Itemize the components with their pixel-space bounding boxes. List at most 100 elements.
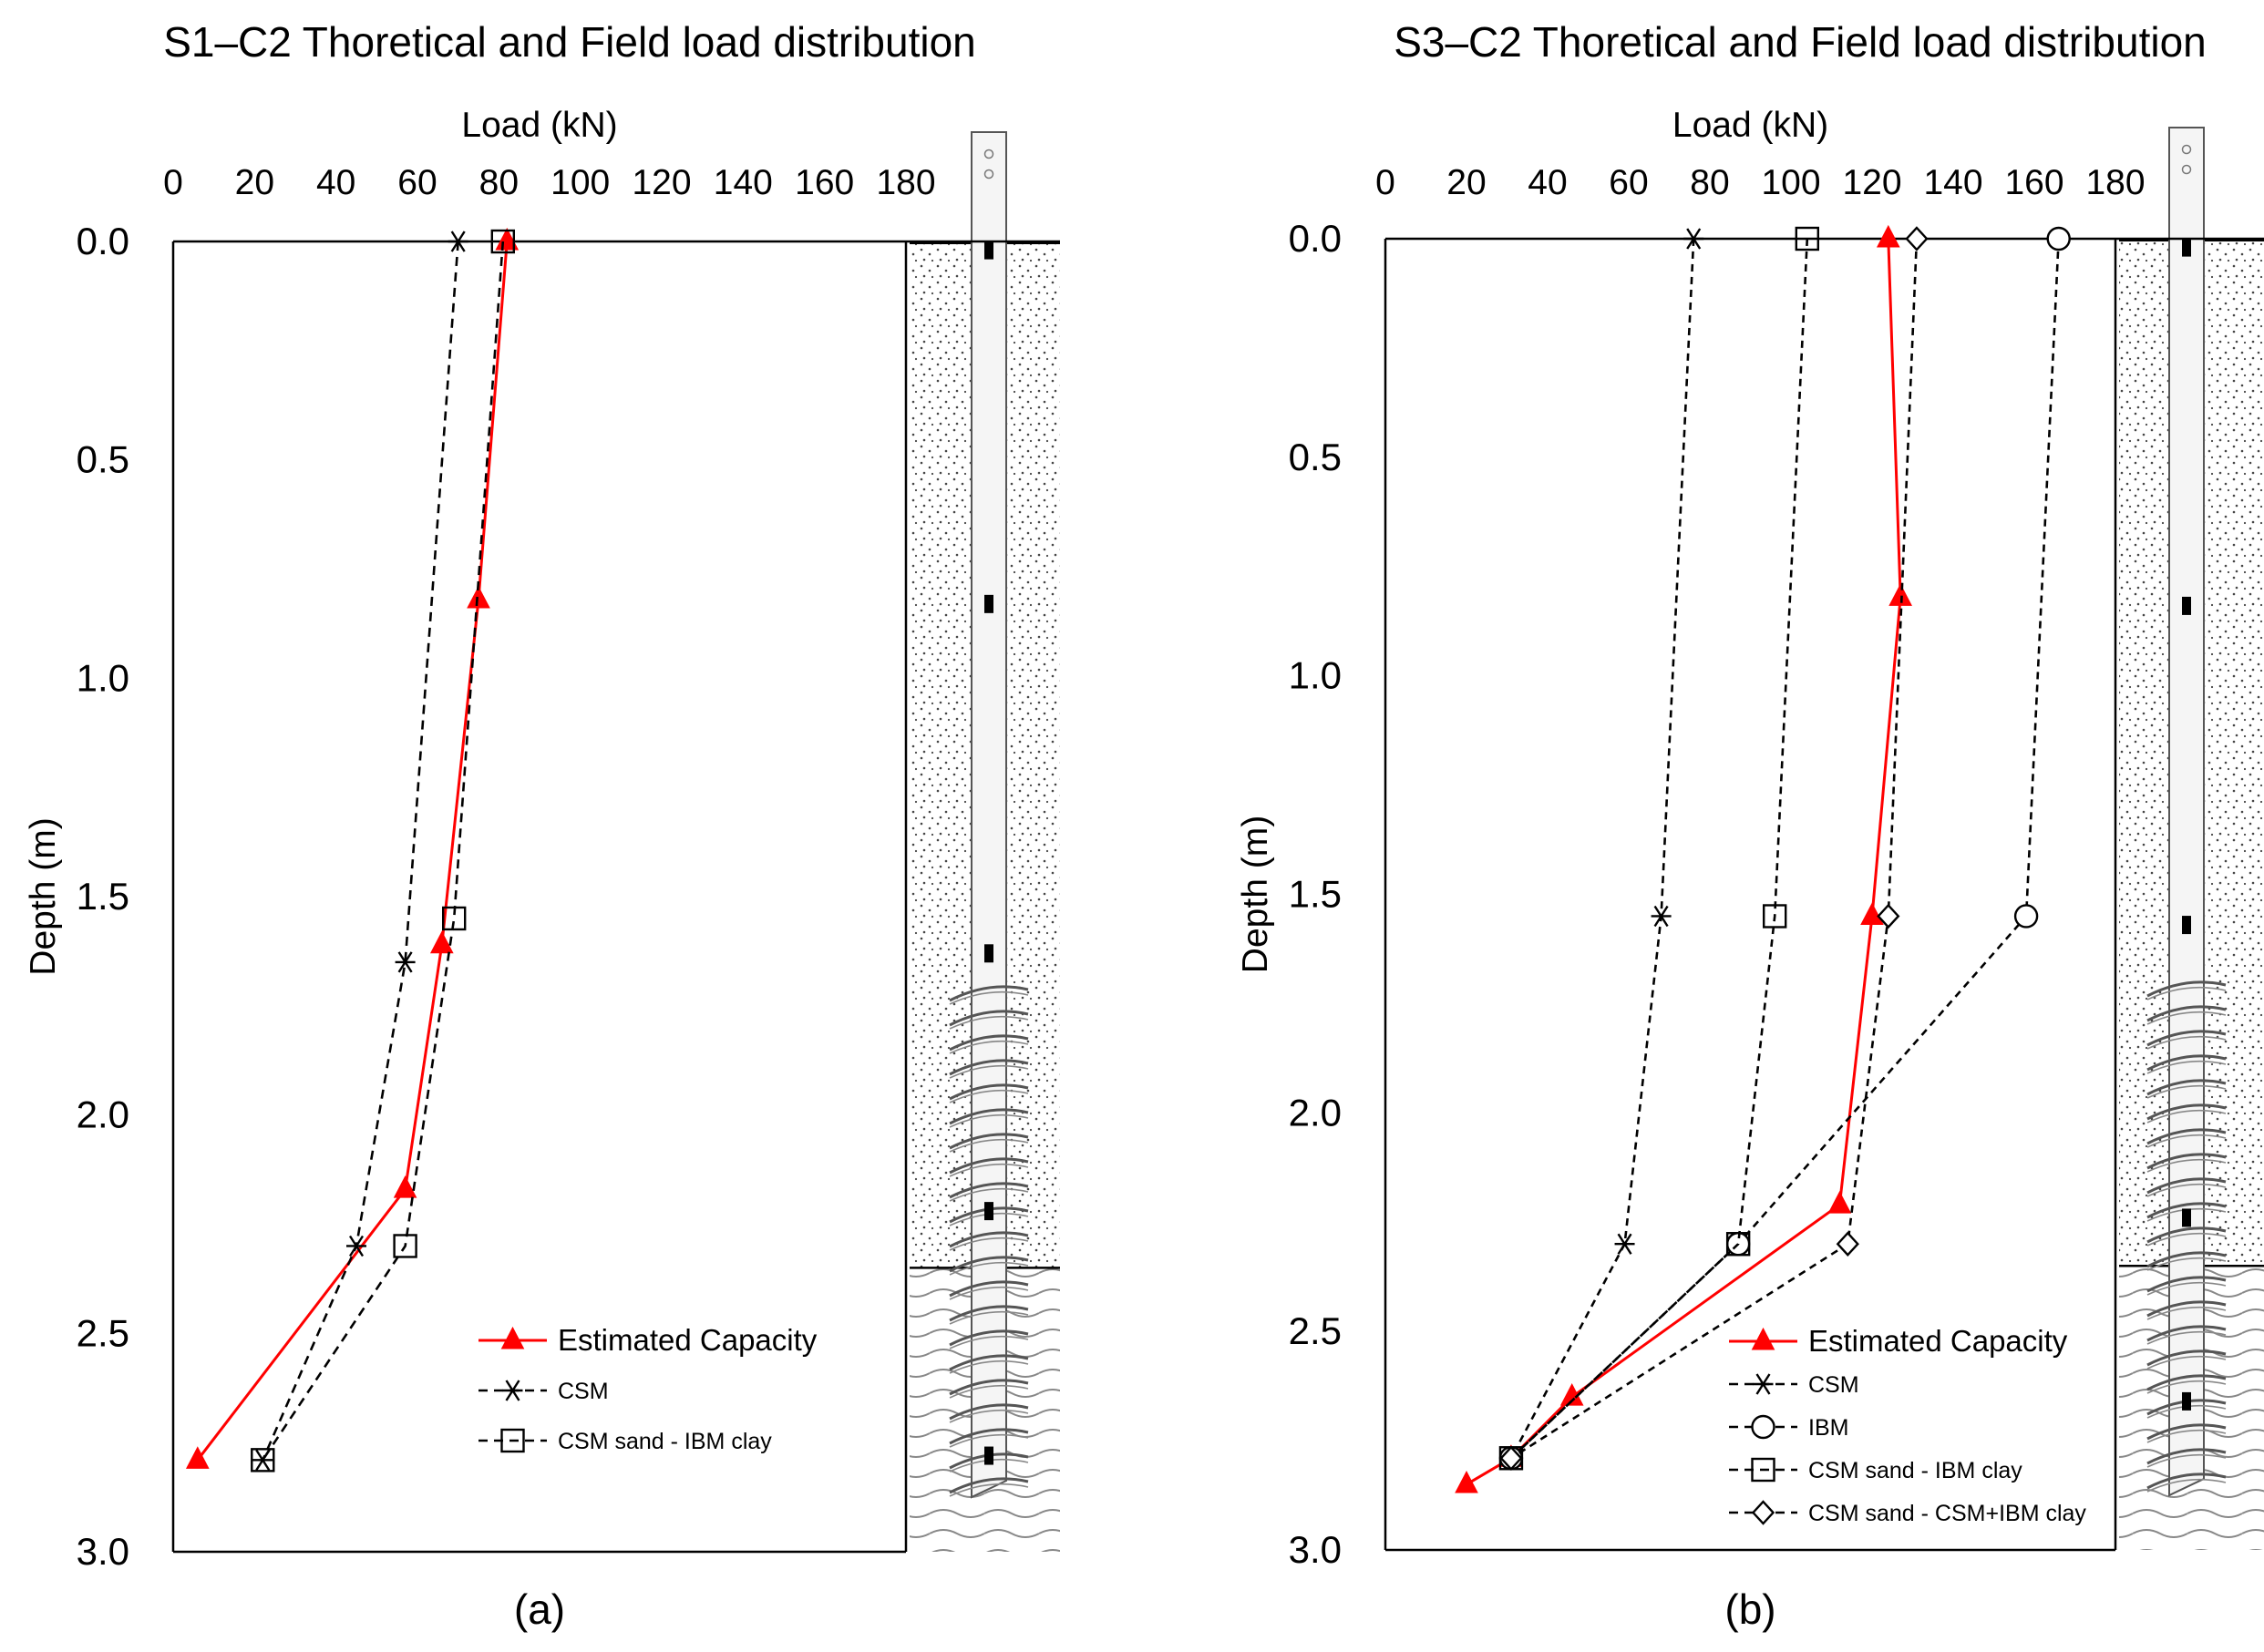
helix-plate (2146, 1325, 2227, 1342)
series-estimated-capacity-point (393, 1175, 417, 1198)
series-csm (252, 231, 468, 1471)
helix-plate (2146, 1054, 2227, 1072)
helix-plate (2146, 1226, 2227, 1244)
legend-label: Estimated Capacity (1808, 1324, 2068, 1358)
x-tick-label: 80 (1690, 163, 1729, 202)
series-csm-point-stroke (1686, 228, 1702, 250)
series-csm-sand-ibm-clay-point-shape (490, 229, 515, 254)
helix-plate-edge (2146, 1134, 2227, 1148)
y-tick-label: 2.0 (77, 1093, 129, 1136)
x-tick-label: 140 (1923, 163, 1982, 202)
pile-shaft (2168, 127, 2205, 1497)
legend-swatch-marker (500, 1428, 525, 1453)
helix-plate-edge (949, 990, 1029, 1005)
series-csm-sand-csm-ibm-clay-line (1510, 238, 1919, 1460)
series-csm-sand-csm-ibm-clay-point-shape (1877, 903, 1900, 929)
series-ibm-point (2013, 904, 2039, 929)
series-csm-sand-csm-ibm-clay-point (1877, 903, 1900, 929)
helix-plate (949, 1329, 1029, 1347)
helix-plate-edge (949, 1113, 1029, 1128)
helix-plate-edge (949, 1433, 1029, 1448)
helix-plate (2146, 1448, 2227, 1465)
y-tick-label: 0.0 (77, 220, 129, 262)
strain-gauge-icon (984, 594, 993, 613)
helix-plate (949, 1477, 1029, 1494)
helix-plate-edge (2146, 1035, 2227, 1050)
helix-plate-edge (2146, 1281, 2227, 1296)
series-csm-sand-ibm-clay-point (251, 1448, 275, 1472)
series-estimated-capacity-point-shape (1827, 1190, 1852, 1214)
series-csm-point (1614, 1233, 1635, 1255)
helix-plate (2146, 1251, 2227, 1268)
helix-plate (949, 1354, 1029, 1371)
helix-plate-edge (949, 1335, 1029, 1349)
series-estimated-capacity-point-shape (1455, 1470, 1478, 1493)
strain-gauge-icon (984, 1202, 993, 1221)
helix-plate (2146, 1030, 2227, 1047)
y-tick-label: 3.0 (77, 1530, 129, 1573)
series-csm-sand-csm-ibm-clay-point-shape (1499, 1445, 1523, 1472)
legend-item: CSM sand - IBM clay (479, 1428, 772, 1454)
x-tick-label: 0 (163, 163, 183, 202)
panel-caption: (a) (514, 1585, 565, 1633)
chart-title: S3–C2 Thoretical and Field load distribu… (1394, 18, 2207, 66)
y-tick-label: 1.0 (1289, 654, 1342, 697)
series-estimated-capacity-point (1876, 224, 1900, 248)
series-ibm-line (1510, 238, 2060, 1460)
series-csm-sand-ibm-clay-point (1725, 1232, 1751, 1257)
legend-swatch-marker-shape (1751, 1457, 1775, 1483)
helix-plate-edge (949, 1236, 1029, 1251)
y-tick-label: 0.5 (77, 438, 129, 481)
y-tick-label: 0.5 (1289, 436, 1342, 478)
helix-plate-edge (2146, 1011, 2227, 1025)
series-estimated-capacity-point-shape (185, 1446, 210, 1469)
series-csm-point (1683, 228, 1704, 250)
series-csm-sand-ibm-clay (251, 229, 515, 1472)
series-estimated-capacity-point-shape (1876, 224, 1900, 248)
helix-plate (949, 985, 1029, 1002)
helix-plate-edge (949, 1163, 1029, 1177)
series-ibm-point (2046, 226, 2071, 251)
legend-swatch-marker (1751, 1500, 1775, 1525)
series-estimated-capacity-point-shape (1860, 902, 1884, 925)
strain-gauge-icon (2182, 238, 2191, 257)
helix-plate (2146, 1349, 2227, 1367)
series-csm-sand-csm-ibm-clay-point (1499, 1445, 1523, 1472)
legend-label: IBM (1808, 1415, 1848, 1441)
x-tick-label: 60 (1609, 163, 1648, 202)
bolt-hole-icon (983, 149, 994, 159)
x-axis-label: Load (kN) (461, 106, 617, 145)
legend-swatch-marker-stroke (1755, 1373, 1771, 1395)
helix-plate-edge (949, 1384, 1029, 1399)
series-csm-point (448, 231, 468, 252)
helix-plate-edge (949, 1187, 1029, 1202)
helix-plate-edge (2146, 1429, 2227, 1443)
helix-plate-edge (2146, 1330, 2227, 1345)
helix-plate (949, 1157, 1029, 1175)
series-csm-sand-csm-ibm-clay-point-shape (1836, 1231, 1859, 1257)
x-tick-label: 180 (876, 163, 935, 202)
helix-plate-edge (2146, 1306, 2227, 1320)
y-tick-label: 0.0 (1289, 217, 1342, 260)
y-tick-label: 2.0 (1289, 1091, 1342, 1134)
series-csm-sand-csm-ibm-clay-point (1905, 226, 1929, 251)
helix-plate (949, 1379, 1029, 1396)
pile-diagram (910, 131, 1060, 1552)
series-csm-sand-ibm-clay-point-shape (251, 1448, 275, 1472)
strain-gauge-icon (2182, 1391, 2191, 1411)
series-csm-sand-ibm-clay-point (442, 906, 467, 931)
helix-plate-edge (2146, 1257, 2227, 1271)
helix-plate (949, 1280, 1029, 1298)
legend-item: CSM sand - IBM clay (1729, 1457, 2022, 1483)
legend-swatch-marker-shape (1751, 1327, 1775, 1350)
bolt-hole-icon (2181, 164, 2192, 175)
helix-plate-edge (2146, 1109, 2227, 1124)
helix-plate-edge (949, 1360, 1029, 1374)
series-estimated-capacity-point (1888, 583, 1912, 606)
helix-plate (949, 1428, 1029, 1445)
legend-swatch-marker (1751, 1327, 1775, 1350)
helix-plate (2146, 1472, 2227, 1490)
y-tick-label: 3.0 (1289, 1528, 1342, 1571)
